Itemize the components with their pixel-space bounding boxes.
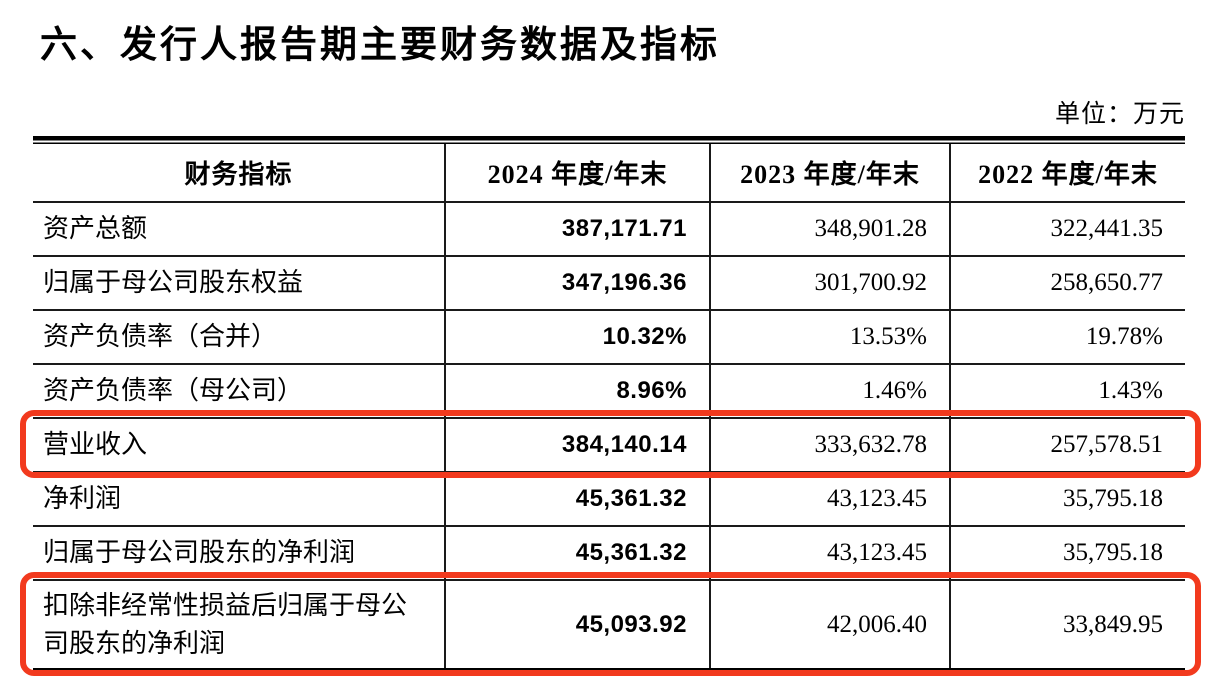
value-2022: 257,578.51 [949,418,1185,473]
header-row: 财务指标 2024 年度/年末 2023 年度/年末 2022 年度/年末 [33,144,1185,203]
table-row: 净利润 45,361.32 43,123.45 35,795.18 [33,472,1185,527]
table-wrap: 财务指标 2024 年度/年末 2023 年度/年末 2022 年度/年末 资产… [20,136,1201,676]
col-header-indicator: 财务指标 [33,144,445,203]
table-row: 扣除非经常性损益后归属于母公司股东的净利润 45,093.92 42,006.40 3… [33,580,1185,672]
row-label: 营业收入 [33,418,445,473]
unit-label: 单位：万元 [1054,101,1185,128]
table-top-border [33,136,1185,144]
value-2023: 333,632.78 [709,418,950,473]
value-2024: 387,171.71 [444,202,710,257]
col-header-2022: 2022 年度/年末 [949,144,1185,203]
value-2022: 33,849.95 [949,580,1185,672]
value-2022: 35,795.18 [949,526,1185,581]
financial-table: 财务指标 2024 年度/年末 2023 年度/年末 2022 年度/年末 资产… [33,144,1185,673]
table-row: 营业收入 384,140.14 333,632.78 257,578.51 [33,418,1185,473]
table-row: 资产负债率（合并） 10.32% 13.53% 19.78% [33,310,1185,365]
value-2022: 258,650.77 [949,256,1185,311]
table-row: 资产负债率（母公司） 8.96% 1.46% 1.43% [33,364,1185,419]
section-title: 六、发行人报告期主要财务数据及指标 [40,24,720,65]
value-2023: 301,700.92 [709,256,950,311]
value-2022: 322,441.35 [949,202,1185,257]
value-2023: 348,901.28 [709,202,950,257]
value-2024: 45,361.32 [444,526,710,581]
value-2024: 45,093.92 [444,580,710,672]
value-2022: 19.78% [949,310,1185,365]
value-2023: 13.53% [709,310,950,365]
row-label: 资产总额 [33,202,445,257]
value-2024: 347,196.36 [444,256,710,311]
row-label: 归属于母公司股东权益 [33,256,445,311]
value-2023: 43,123.45 [709,526,950,581]
table-body: 资产总额 387,171.71 348,901.28 322,441.35 归属于母公司… [33,202,1185,672]
table-row: 归属于母公司股东权益 347,196.36 301,700.92 258,650.77 [33,256,1185,311]
row-label: 资产负债率（母公司） [33,364,445,419]
value-2024: 10.32% [444,310,710,365]
value-2024: 384,140.14 [444,418,710,473]
table-row: 归属于母公司股东的净利润 45,361.32 43,123.45 35,795.18 [33,526,1185,581]
value-2024: 8.96% [444,364,710,419]
value-2022: 1.43% [949,364,1185,419]
row-label: 扣除非经常性损益后归属于母公司股东的净利润 [33,580,445,672]
row-label: 资产负债率（合并） [33,310,445,365]
value-2023: 1.46% [709,364,950,419]
row-label: 归属于母公司股东的净利润 [33,526,445,581]
col-header-2023: 2023 年度/年末 [709,144,950,203]
value-2022: 35,795.18 [949,472,1185,527]
value-2023: 43,123.45 [709,472,950,527]
value-2024: 45,361.32 [444,472,710,527]
row-label: 净利润 [33,472,445,527]
col-header-2024: 2024 年度/年末 [444,144,710,203]
value-2023: 42,006.40 [709,580,950,672]
table-row: 资产总额 387,171.71 348,901.28 322,441.35 [33,202,1185,257]
